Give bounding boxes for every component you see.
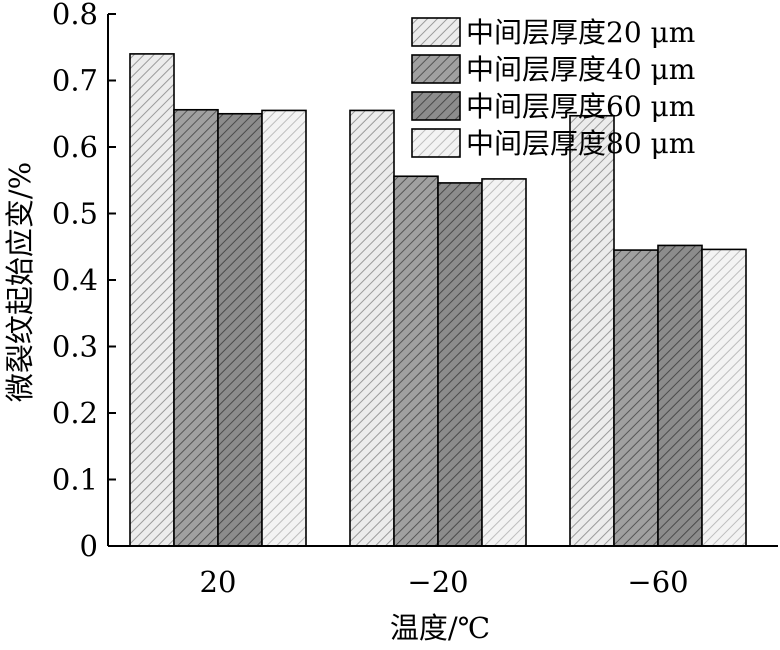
y-axis-title: 微裂纹起始应变/% [3,162,37,402]
bar-minus60-series-4 [701,248,747,547]
bar-minus20-series-3 [437,182,483,547]
bar-minus60-series-1 [569,114,615,547]
y-tick-label: 0.3 [52,330,98,364]
x-tick-label: −20 [407,565,468,599]
legend-swatch [411,54,461,84]
x-tick-label: −60 [627,565,688,599]
y-tick-label: 0.7 [52,64,98,98]
bar-20-series-3 [217,112,263,547]
legend-label: 中间层厚度60 μm [466,90,695,123]
x-tick-label: 20 [200,565,237,599]
axes-layer: 0 0.1 0.2 0.3 0.4 0.5 0.6 0.7 0.8 20 −20 −60 [52,0,778,599]
legend-swatch [411,128,461,158]
bar-minus60-series-2 [613,249,659,547]
legend: 中间层厚度20 μm 中间层厚度40 μm 中间层厚度60 μm 中间层厚度80 μm [411,16,695,160]
legend-swatch [411,91,461,121]
bar-20-series-4 [261,109,307,547]
bar-minus20-series-2 [393,175,439,547]
bar-minus20-series-1 [349,109,395,547]
y-tick-label: 0.8 [52,0,98,31]
x-axis-title: 温度/℃ [390,611,490,645]
legend-label: 中间层厚度40 μm [466,53,695,86]
legend-label: 中间层厚度80 μm [466,127,695,160]
bar-20-series-1 [129,53,175,547]
legend-label: 中间层厚度20 μm [466,16,695,49]
y-tick-label: 0.6 [52,130,98,164]
y-tick-label: 0.4 [52,263,98,297]
legend-swatch [411,17,461,47]
y-tick-label: 0.2 [52,396,98,430]
bar-20-series-2 [173,108,219,547]
y-tick-label: 0.1 [52,463,98,497]
bar-minus20-series-4 [481,178,527,547]
y-tick-label: 0.5 [52,197,98,231]
bars-layer [129,53,747,547]
bar-minus60-series-3 [657,244,703,547]
y-tick-label: 0 [80,529,98,563]
